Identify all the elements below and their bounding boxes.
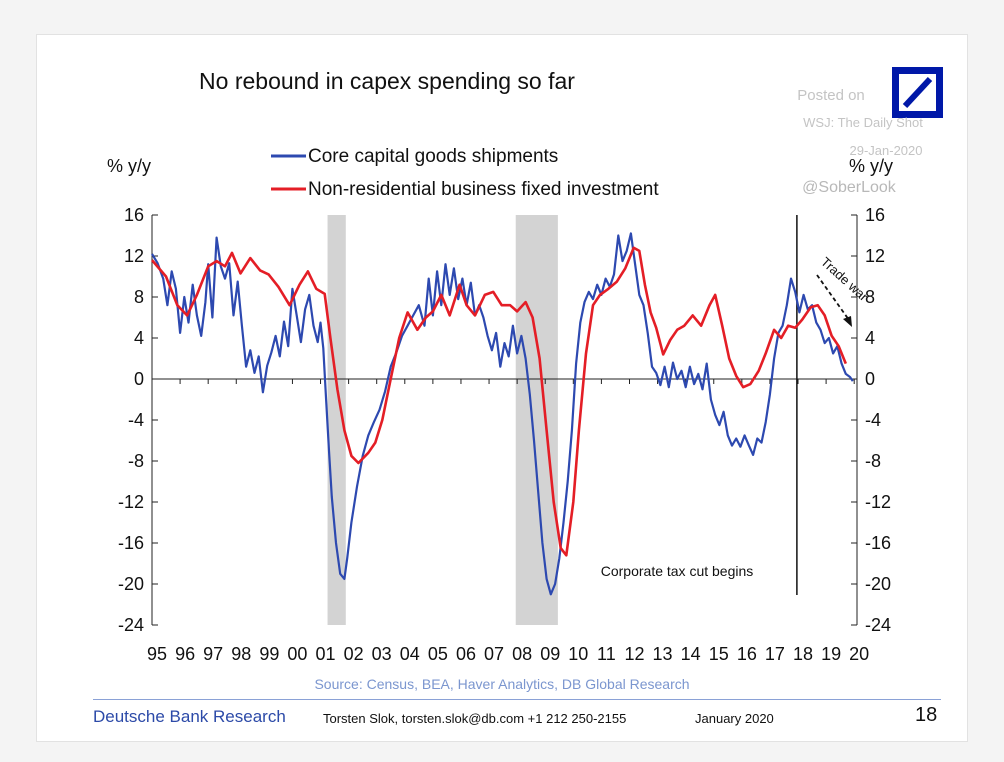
chart-title: No rebound in capex spending so far bbox=[199, 68, 575, 94]
x-tick-label: 01 bbox=[316, 644, 336, 664]
footer-date: January 2020 bbox=[695, 711, 774, 726]
x-tick-label: 20 bbox=[849, 644, 869, 664]
watermark-posted-on: Posted on bbox=[797, 87, 865, 104]
deutsche-bank-logo bbox=[892, 67, 943, 118]
y-tick-label-right: 12 bbox=[865, 246, 885, 266]
x-tick-label: 06 bbox=[456, 644, 476, 664]
y-tick-label-left: 0 bbox=[134, 369, 144, 389]
y-tick-label-right: 4 bbox=[865, 328, 875, 348]
footer-divider bbox=[93, 699, 941, 700]
y-tick-label-left: -16 bbox=[118, 533, 144, 553]
series-line-0 bbox=[151, 232, 854, 596]
y-tick-label-right: 16 bbox=[865, 205, 885, 225]
slide: 16 16 12 12 8 8 4 4 0 0 -4 -4 -8 -8 -12 -12 -16 -16 -20 -20… bbox=[36, 34, 968, 742]
x-tick-label: 15 bbox=[709, 644, 729, 664]
y-tick-label-right: 8 bbox=[865, 287, 875, 307]
recession-shading bbox=[327, 215, 558, 625]
page-number: 18 bbox=[915, 704, 938, 726]
x-tick-label: 95 bbox=[147, 644, 167, 664]
footer-brand: Deutsche Bank Research bbox=[93, 707, 286, 726]
x-tick-label: 03 bbox=[372, 644, 392, 664]
y-tick-label-left: -8 bbox=[128, 451, 144, 471]
source-note: Source: Census, BEA, Haver Analytics, DB… bbox=[314, 676, 690, 692]
trade-war-arrow bbox=[816, 274, 852, 327]
y-tick-label-right: -20 bbox=[865, 574, 891, 594]
x-tick-label: 14 bbox=[681, 644, 701, 664]
x-tick-label: 07 bbox=[484, 644, 504, 664]
y-axis-label-right: % y/y bbox=[849, 156, 893, 176]
annotation-tax-cut: Corporate tax cut begins bbox=[601, 563, 754, 579]
x-tick-label: 12 bbox=[624, 644, 644, 664]
watermark-date: 29-Jan-2020 bbox=[850, 143, 923, 158]
x-tick-label: 00 bbox=[287, 644, 307, 664]
y-tick-label-right: -8 bbox=[865, 451, 881, 471]
x-tick-label: 05 bbox=[428, 644, 448, 664]
series-lines bbox=[151, 232, 854, 596]
x-tick-label: 17 bbox=[765, 644, 785, 664]
y-tick-label-left: -4 bbox=[128, 410, 144, 430]
x-tick-label: 13 bbox=[653, 644, 673, 664]
y-tick-label-left: -12 bbox=[118, 492, 144, 512]
x-tick-label: 09 bbox=[540, 644, 560, 664]
x-tick-label: 99 bbox=[259, 644, 279, 664]
y-tick-label-left: 8 bbox=[134, 287, 144, 307]
legend-label-core-capital-goods: Core capital goods shipments bbox=[308, 146, 558, 167]
x-tick-label: 18 bbox=[793, 644, 813, 664]
y-tick-label-left: -24 bbox=[118, 615, 144, 635]
footer-author: Torsten Slok, torsten.slok@db.com +1 212… bbox=[323, 711, 627, 726]
y-tick-label-right: -24 bbox=[865, 615, 891, 635]
legend: Core capital goods shipments Non-residen… bbox=[271, 146, 659, 200]
x-tick-label: 16 bbox=[737, 644, 757, 664]
watermark-source: WSJ: The Daily Shot bbox=[803, 115, 923, 130]
y-tick-label-right: 0 bbox=[865, 369, 875, 389]
legend-label-business-investment: Non-residential business fixed investmen… bbox=[308, 179, 659, 200]
x-tick-label: 97 bbox=[203, 644, 223, 664]
y-axis-label-left: % y/y bbox=[107, 156, 151, 176]
y-tick-label-left: 12 bbox=[124, 246, 144, 266]
trade-war-label: Trade war bbox=[818, 254, 872, 304]
y-tick-label-right: -16 bbox=[865, 533, 891, 553]
recession-band-1 bbox=[515, 215, 558, 625]
x-tick-label: 96 bbox=[175, 644, 195, 664]
y-tick-label-left: -20 bbox=[118, 574, 144, 594]
recession-band-0 bbox=[327, 215, 346, 625]
series-line-1 bbox=[151, 246, 848, 557]
x-tick-label: 10 bbox=[568, 644, 588, 664]
x-tick-label: 02 bbox=[344, 644, 364, 664]
y-tick-label-right: -4 bbox=[865, 410, 881, 430]
x-tick-label: 19 bbox=[821, 644, 841, 664]
annotation-trade-war: Trade war bbox=[818, 254, 872, 304]
y-tick-label-left: 16 bbox=[124, 205, 144, 225]
x-tick-label: 08 bbox=[512, 644, 532, 664]
y-tick-label-right: -12 bbox=[865, 492, 891, 512]
y-tick-label-left: 4 bbox=[134, 328, 144, 348]
watermark-handle: @SoberLook bbox=[802, 179, 897, 196]
x-tick-label: 04 bbox=[400, 644, 420, 664]
x-tick-label: 11 bbox=[597, 644, 616, 664]
x-tick-label: 98 bbox=[231, 644, 251, 664]
